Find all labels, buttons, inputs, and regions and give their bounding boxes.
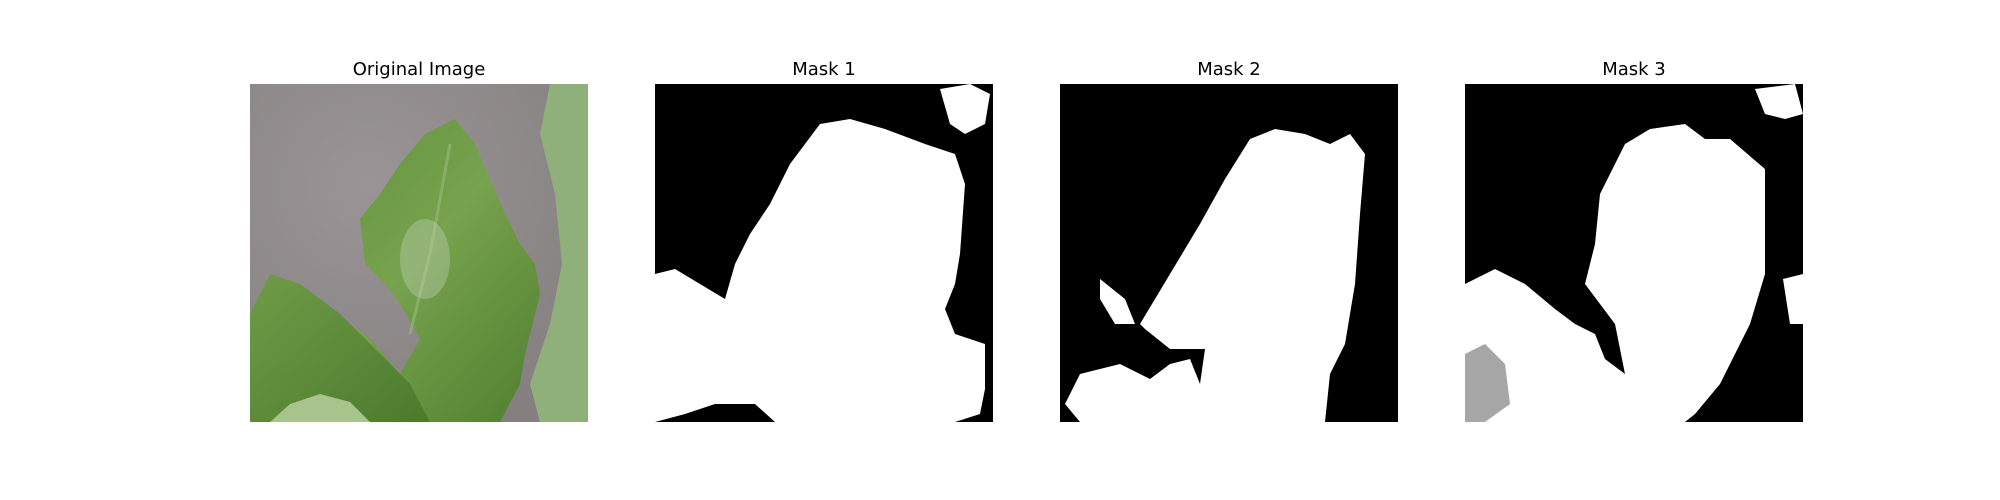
mask-1-image [655, 84, 993, 422]
mask-3-image [1465, 84, 1803, 422]
mask-noise [1465, 344, 1510, 422]
panel-title: Original Image [352, 59, 486, 80]
panel-title: Mask 1 [792, 59, 856, 80]
leaf-highlight [400, 219, 450, 299]
right-leaf [530, 84, 588, 422]
mask-foreground [1065, 129, 1365, 422]
leaf-vein [408, 143, 452, 335]
mask-foreground-fragment [1755, 84, 1803, 119]
mask-foreground [1465, 124, 1765, 422]
panel-mask-2: Mask 2 [1060, 0, 1398, 500]
panel-title: Mask 2 [1197, 59, 1261, 80]
lower-left-leaf [250, 274, 430, 422]
panel-title: Mask 3 [1602, 59, 1666, 80]
panel-mask-3: Mask 3 [1465, 0, 1803, 500]
original-leaf-photo [250, 84, 588, 422]
mask-foreground-fragment [1100, 279, 1135, 324]
mask-foreground-fragment [940, 84, 990, 134]
bottom-leaf-piece [270, 394, 370, 422]
panel-mask-1: Mask 1 [655, 0, 993, 500]
panel-original-image: Original Image [250, 0, 588, 500]
mask-2-image [1060, 84, 1398, 422]
mask-foreground [655, 119, 985, 422]
mask-foreground-fragment [1783, 274, 1803, 324]
